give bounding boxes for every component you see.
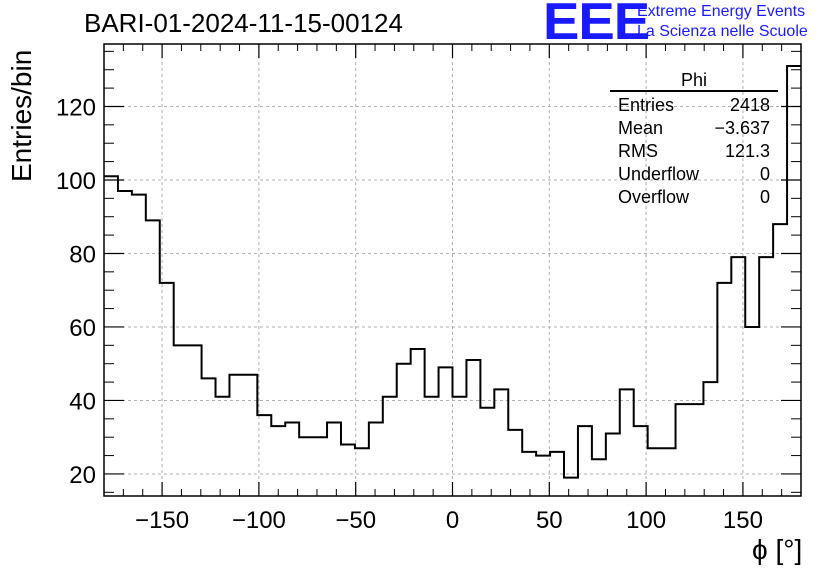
stats-value: 121.3 bbox=[724, 141, 770, 161]
x-tick-label: −50 bbox=[335, 507, 376, 534]
stats-label: Overflow bbox=[618, 187, 690, 207]
stats-value: −3.637 bbox=[714, 118, 770, 138]
x-tick-label: 100 bbox=[626, 507, 666, 534]
x-axis-label: ϕ [°] bbox=[752, 534, 803, 565]
y-tick-label: 40 bbox=[69, 388, 96, 415]
x-tick-label: 50 bbox=[536, 507, 563, 534]
grid-lines bbox=[104, 44, 801, 496]
stats-label: Mean bbox=[618, 118, 664, 138]
eee-logo: EEE bbox=[543, 0, 650, 51]
stats-row-mean: Mean −3.637 bbox=[610, 117, 778, 140]
x-tick-label: 0 bbox=[446, 507, 459, 534]
stats-value: 2418 bbox=[729, 95, 770, 115]
y-axis-label: Entries/bin bbox=[6, 49, 37, 182]
y-tick-label: 120 bbox=[56, 94, 96, 121]
y-tick-label: 80 bbox=[69, 241, 96, 268]
stats-value: 0 bbox=[759, 187, 770, 207]
stats-row-overflow: Overflow 0 bbox=[610, 186, 778, 209]
x-tick-label: 150 bbox=[723, 507, 763, 534]
histogram-line bbox=[104, 65, 801, 479]
x-tick-label: −150 bbox=[135, 507, 189, 534]
stats-row-underflow: Underflow 0 bbox=[610, 163, 778, 186]
stats-row-rms: RMS 121.3 bbox=[610, 140, 778, 163]
chart-title: BARI-01-2024-11-15-00124 bbox=[84, 8, 403, 38]
x-tick-label: −100 bbox=[232, 507, 286, 534]
y-tick-label: 60 bbox=[69, 315, 96, 342]
stats-label: Underflow bbox=[618, 164, 700, 184]
stats-row-entries: Entries 2418 bbox=[610, 94, 778, 117]
y-tick-label: 20 bbox=[69, 462, 96, 489]
logo-line-2: La Scienza nelle Scuole bbox=[637, 23, 808, 40]
stats-label: RMS bbox=[618, 141, 658, 161]
y-tick-label: 100 bbox=[56, 168, 96, 195]
stats-title: Phi bbox=[610, 70, 778, 92]
stats-label: Entries bbox=[618, 95, 675, 115]
stats-value: 0 bbox=[759, 164, 770, 184]
eee-logo-text: Extreme Energy Events La Scienza nelle S… bbox=[637, 2, 808, 42]
axis-tick-labels: −150 −100 −50 0 50 100 150 20 40 60 80 100 120 bbox=[56, 94, 763, 534]
logo-line-1: Extreme Energy Events bbox=[637, 3, 806, 20]
stats-box: Phi Entries 2418 Mean −3.637 RMS 121.3 U… bbox=[610, 70, 778, 209]
axis-ticks bbox=[104, 44, 801, 496]
